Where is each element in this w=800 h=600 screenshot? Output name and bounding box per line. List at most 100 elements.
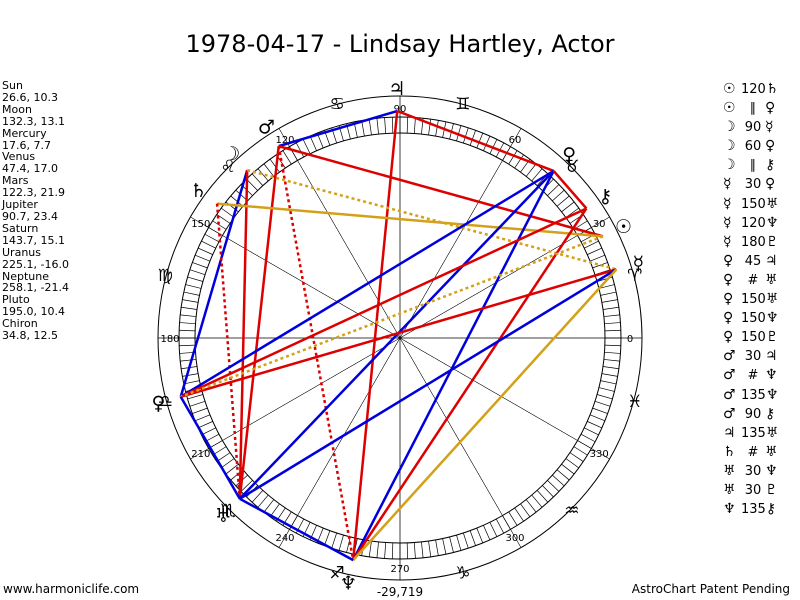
aspect-angle: #: [747, 272, 759, 288]
degree-tick: [592, 407, 608, 414]
degree-tick: [187, 394, 204, 400]
aspect-planet2-glyph: ♅: [765, 291, 779, 308]
degree-tick: [338, 534, 344, 551]
aspect-planet1-glyph: ♀: [723, 310, 734, 327]
aspect-planet2-glyph: ♆: [765, 367, 778, 384]
aspect-planet1-glyph: ♀: [723, 291, 734, 308]
zodiac-sign-icon: ♈: [627, 266, 642, 286]
degree-tick: [556, 195, 570, 207]
aspect-angle: 150: [741, 330, 766, 346]
planet-name-moon: Moon: [2, 102, 32, 116]
degree-tick: [580, 433, 596, 443]
degree-tick: [269, 159, 280, 173]
aspect-row: ☽ ∥ ⚷: [723, 156, 784, 175]
degree-tick: [406, 117, 409, 134]
planet-position-chiron: 34.8, 12.5: [2, 329, 58, 343]
degree-label: 330: [590, 449, 609, 460]
degree-tick: [180, 314, 197, 317]
aspect-planet1-glyph: ☽: [723, 119, 736, 136]
degree-tick: [603, 359, 620, 362]
aspect-line: [180, 207, 587, 398]
degree-tick: [508, 511, 518, 526]
aspect-angle: 30: [744, 177, 762, 193]
degree-tick: [495, 518, 505, 534]
degree-tick: [413, 542, 416, 559]
degree-tick: [573, 446, 588, 456]
aspect-angle: 180: [741, 234, 766, 250]
aspect-planet1-glyph: ♄: [723, 443, 736, 460]
aspect-planet2-glyph: ⚷: [765, 405, 776, 422]
venus-icon: ♀: [562, 144, 576, 166]
aspect-planet2-glyph: ♄: [765, 81, 779, 97]
zodiac-sign-icon: ♏: [221, 501, 236, 521]
aspect-row: ☿ 180♇: [723, 233, 784, 252]
degree-tick: [428, 119, 432, 136]
division-spoke: [190, 216, 610, 460]
degree-tick: [194, 414, 211, 422]
planet-name-pluto: Pluto: [2, 293, 30, 307]
saturn-icon: ♄: [190, 180, 207, 202]
aspect-line: [179, 169, 249, 398]
degree-tick: [251, 490, 264, 503]
degree-label: 180: [160, 334, 179, 345]
degree-tick: [179, 322, 196, 325]
degree-tick: [483, 135, 491, 151]
degree-tick: [406, 542, 409, 559]
degree-tick: [565, 458, 579, 469]
aspect-planet2-glyph: ⚷: [765, 157, 776, 174]
degree-label: 270: [390, 564, 409, 575]
aspect-planet2-glyph: ♇: [765, 233, 779, 250]
planet-position-mercury: 17.6, 7.7: [2, 138, 51, 152]
degree-tick: [536, 490, 549, 503]
zodiac-sign-icon: ♒: [564, 501, 579, 521]
degree-tick: [552, 189, 565, 202]
aspect-row: ♂ 90 ⚷: [723, 405, 784, 424]
degree-tick: [263, 499, 275, 513]
degree-tick: [525, 163, 537, 177]
degree-label: 300: [505, 533, 524, 544]
zodiac-sign-icon: ♍: [158, 266, 173, 286]
degree-tick: [187, 276, 204, 282]
aspect-planet2-glyph: ☿: [765, 119, 774, 136]
degree-tick: [361, 120, 365, 137]
aspect-planet1-glyph: ☽: [723, 157, 736, 174]
planet-positions-list: Sun 26.6, 10.3 Moon 132.3, 13.1 Mercury 17.6,…: [2, 80, 69, 342]
aspect-line: [239, 268, 618, 500]
degree-tick: [442, 538, 447, 555]
degree-label: 240: [275, 533, 294, 544]
degree-tick: [594, 401, 611, 407]
aspect-list: ☉ 120♄ ☉ ∥ ♀ ☽ 90 ☿ ☽ 60 ♀ ☽ ∥ ⚷ ☿ 30 ♀ ☿ 150♅ ☿ 120♆ ☿ 180♇ ♀ 4…: [723, 80, 784, 519]
degree-tick: [183, 380, 200, 385]
degree-tick: [185, 284, 202, 289]
aspect-planet1-glyph: ♃: [723, 424, 736, 441]
degree-label: 90: [394, 104, 407, 115]
aspect-row: ☽ 90 ☿: [723, 118, 784, 137]
aspect-planet1-glyph: ☉: [723, 100, 736, 117]
aspect-angle: ∥: [749, 101, 757, 117]
aspect-angle: 30: [744, 482, 762, 498]
planet-position-moon: 132.3, 13.1: [2, 114, 65, 128]
aspect-planet1-glyph: ☉: [723, 81, 736, 97]
bottom-value-label: -29,719: [377, 585, 423, 599]
aspect-line: [246, 168, 617, 271]
degree-tick: [180, 359, 197, 362]
degree-tick: [282, 150, 292, 165]
zodiac-sign-icon: ♉: [564, 157, 579, 177]
degree-tick: [603, 314, 620, 317]
degree-label: 30: [593, 219, 606, 230]
degree-label: 120: [275, 135, 294, 146]
aspect-angle: 150: [741, 196, 766, 212]
zodiac-sign-icon: ♎: [158, 392, 173, 412]
aspect-line: [238, 170, 249, 499]
planet-name-sun: Sun: [2, 79, 23, 92]
degree-tick: [192, 407, 208, 414]
zodiac-sign-icon: ♋: [329, 94, 344, 114]
aspect-planet1-glyph: ♅: [723, 481, 736, 498]
footer-website[interactable]: www.harmoniclife.com: [3, 582, 140, 596]
aspect-angle: 90: [744, 120, 762, 136]
degree-tick: [346, 536, 351, 553]
aspect-line: [552, 170, 588, 210]
aspect-angle: 30: [744, 349, 762, 365]
planet-name-uranus: Uranus: [2, 245, 41, 259]
aspect-line: [278, 144, 604, 238]
